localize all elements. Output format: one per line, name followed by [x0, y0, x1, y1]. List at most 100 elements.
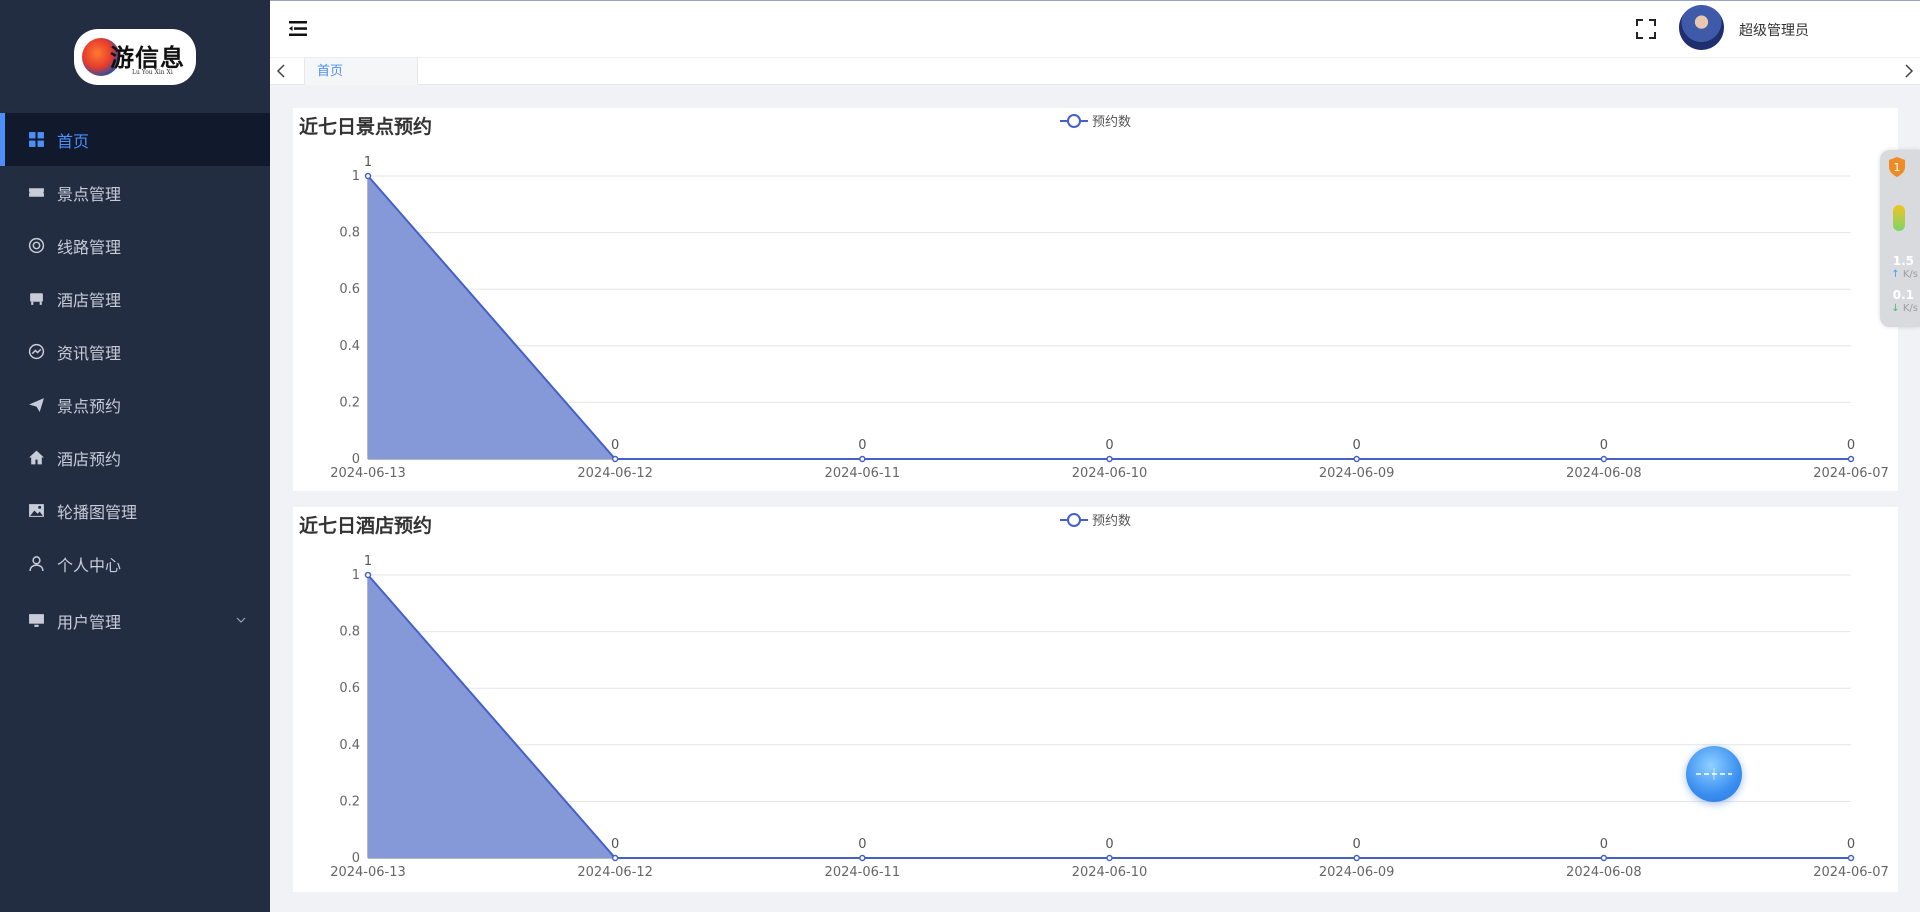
chevron-left-icon[interactable] [276, 64, 288, 78]
series-line [367, 574, 1851, 859]
chart-legend[interactable]: 预约数 [1060, 111, 1131, 130]
sidebar-item-news-management[interactable]: 资讯管理 [0, 325, 270, 378]
sidebar-item-hotel-booking[interactable]: 酒店预约 [0, 431, 270, 484]
chevron-right-icon[interactable] [1902, 64, 1914, 78]
sidebar-item-label: 景点管理 [57, 184, 122, 204]
tab-home[interactable]: 首页 [304, 58, 418, 85]
data-point [364, 172, 372, 180]
sidebar-item-carousel-management[interactable]: 轮播图管理 [0, 484, 270, 537]
y-tick-label: 0.6 [339, 681, 360, 696]
thermometer-icon [1893, 205, 1905, 231]
y-tick-label: 0 [352, 851, 360, 866]
avatar[interactable] [1679, 5, 1724, 50]
sidebar: 游信息 Lu You Xin Xi 首页 景点管理 线路管理 酒 [0, 0, 270, 912]
sidebar-item-label: 景点预约 [57, 396, 122, 416]
dashboard-grid-icon [28, 131, 45, 148]
top-header: 超级管理员 [270, 0, 1920, 57]
sidebar-item-label: 用户管理 [57, 612, 122, 632]
bed-icon [28, 290, 45, 307]
logo: 游信息 Lu You Xin Xi [74, 28, 196, 85]
chart-title: 近七日景点预约 [299, 116, 433, 138]
sidebar-item-hotel-management[interactable]: 酒店管理 [0, 272, 270, 325]
x-tick-label: 2024-06-12 [577, 466, 653, 481]
data-point [1106, 854, 1113, 862]
sidebar-item-personal-center[interactable]: 个人中心 [0, 537, 270, 590]
sidebar-item-route-management[interactable]: 线路管理 [0, 219, 270, 272]
x-tick-label: 2024-06-11 [825, 466, 901, 481]
legend-label: 预约数 [1092, 514, 1132, 529]
data-label: 0 [1600, 438, 1608, 453]
legend-line-icon [1060, 512, 1088, 527]
data-point [1353, 455, 1360, 463]
x-tick-label: 2024-06-12 [577, 865, 653, 880]
y-tick-label: 0.2 [339, 794, 360, 809]
chart-legend[interactable]: 预约数 [1060, 510, 1131, 529]
data-point [1600, 455, 1608, 463]
chevron-down-icon [236, 617, 246, 623]
ticket-icon [28, 184, 45, 201]
scenic-booking-chart-card: 近七日景点预约 预约数 0 0.2 0.4 0.6 0.8 1 1 2024-06-13 0 20… [293, 108, 1898, 491]
trend-circle-icon [28, 343, 45, 360]
image-icon [28, 502, 45, 519]
data-label: 0 [1353, 837, 1361, 852]
user-icon [28, 555, 45, 572]
legend-line-icon [1060, 113, 1088, 128]
data-label: 0 [611, 438, 619, 453]
scenic-booking-chart: 00.20.40.60.8112024-06-1302024-06-120202… [330, 155, 1889, 481]
logo-main-text: 游信息 [110, 42, 185, 72]
network-speed-widget[interactable]: 1 1.5 ↑ K/s 0.1 ↓ K/s [1880, 150, 1920, 327]
data-point [1353, 854, 1360, 862]
data-label: 0 [1847, 438, 1855, 453]
sidebar-menu: 首页 景点管理 线路管理 酒店管理 资讯管理 [0, 113, 270, 651]
data-point [611, 455, 619, 463]
sidebar-item-label: 酒店管理 [57, 290, 122, 310]
lifebuoy-icon [28, 237, 45, 254]
logo-area: 游信息 Lu You Xin Xi [0, 0, 270, 113]
tabs-bar: 首页 [270, 57, 1920, 85]
data-point [859, 854, 866, 862]
data-point [611, 854, 619, 862]
x-tick-label: 2024-06-07 [1813, 466, 1889, 481]
data-label: 0 [1847, 837, 1855, 852]
x-tick-label: 2024-06-07 [1813, 865, 1889, 880]
sidebar-item-scenic-management[interactable]: 景点管理 [0, 166, 270, 219]
x-tick-label: 2024-06-09 [1319, 865, 1395, 880]
data-label: 0 [611, 837, 619, 852]
y-tick-label: 0 [352, 452, 360, 467]
x-tick-label: 2024-06-10 [1072, 865, 1148, 880]
series-area [368, 575, 1851, 858]
hotel-booking-chart: 00.20.40.60.8112024-06-1302024-06-120202… [330, 554, 1889, 880]
home-icon [28, 449, 45, 466]
x-tick-label: 2024-06-13 [330, 466, 406, 481]
menu-toggle-icon[interactable] [289, 20, 307, 37]
upload-speed-value: 1.5 [1892, 254, 1914, 268]
download-arrow-icon: ↓ [1891, 303, 1900, 314]
fullscreen-icon[interactable] [1636, 19, 1656, 39]
y-tick-label: 0.4 [339, 738, 360, 753]
download-speed-value: 0.1 [1892, 288, 1914, 302]
data-label: 0 [858, 438, 866, 453]
data-point [1847, 455, 1855, 463]
username[interactable]: 超级管理员 [1739, 23, 1809, 39]
sidebar-item-label: 轮播图管理 [57, 502, 138, 522]
x-tick-label: 2024-06-11 [825, 865, 901, 880]
sidebar-item-label: 资讯管理 [57, 343, 122, 363]
sidebar-item-home[interactable]: 首页 [0, 113, 270, 166]
shield-badge-icon: 1 [1889, 157, 1905, 177]
sidebar-item-label: 首页 [57, 131, 90, 151]
series-line [367, 175, 1851, 460]
y-tick-label: 0.6 [339, 282, 360, 297]
sidebar-item-user-management[interactable]: 用户管理 [0, 590, 270, 651]
y-tick-label: 1 [352, 169, 360, 184]
paper-plane-icon [28, 396, 45, 413]
chart-title: 近七日酒店预约 [299, 515, 433, 537]
floating-assistant-button[interactable] [1686, 746, 1742, 802]
y-tick-label: 0.8 [339, 226, 360, 241]
hotel-booking-chart-card: 近七日酒店预约 预约数 0 0.2 0.4 0.6 0.8 1 1 2024-06-13 0 20… [293, 507, 1898, 892]
sidebar-item-scenic-booking[interactable]: 景点预约 [0, 378, 270, 431]
x-tick-label: 2024-06-10 [1072, 466, 1148, 481]
y-tick-label: 0.4 [339, 339, 360, 354]
monitor-icon [28, 612, 45, 629]
logo-mark [82, 37, 120, 76]
x-tick-label: 2024-06-09 [1319, 466, 1395, 481]
